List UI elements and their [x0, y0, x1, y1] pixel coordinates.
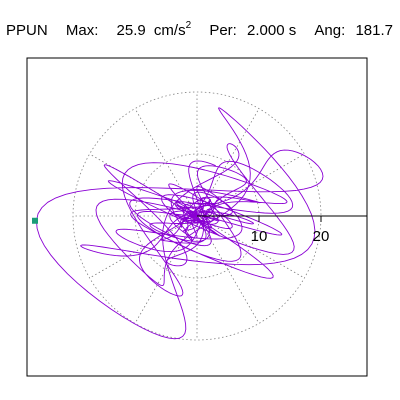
x-tick-label-1: 20	[313, 228, 330, 245]
period-label: Per:	[209, 22, 237, 39]
axes-layer: 10 20	[26, 57, 368, 377]
grid-spoke-11	[196, 215, 305, 279]
grid-spoke-10	[196, 215, 260, 324]
motion-trace-layer	[36, 107, 324, 340]
motion-trace	[36, 107, 324, 340]
grid-spoke-4	[134, 108, 198, 217]
period-value: 2.000 s	[247, 22, 297, 39]
plot-frame	[26, 57, 368, 377]
max-label: Max:	[65, 22, 99, 39]
x-tick-label-0: 10	[251, 228, 268, 245]
peak-marker	[32, 217, 38, 224]
grid-spoke-7	[89, 215, 198, 279]
max-value: 25.9	[116, 22, 146, 39]
max-unit: cm/s2	[154, 14, 191, 43]
header-bar: PPUN Max: 25.9 cm/s2 Per: 2.000 s Ang: 1…	[6, 14, 393, 39]
max-unit-exponent: 2	[185, 20, 192, 31]
angle-label: Ang:	[314, 22, 346, 39]
angle-value: 181.7	[355, 22, 393, 39]
station-code: PPUN	[6, 22, 48, 39]
max-unit-text: cm/s	[153, 22, 186, 39]
